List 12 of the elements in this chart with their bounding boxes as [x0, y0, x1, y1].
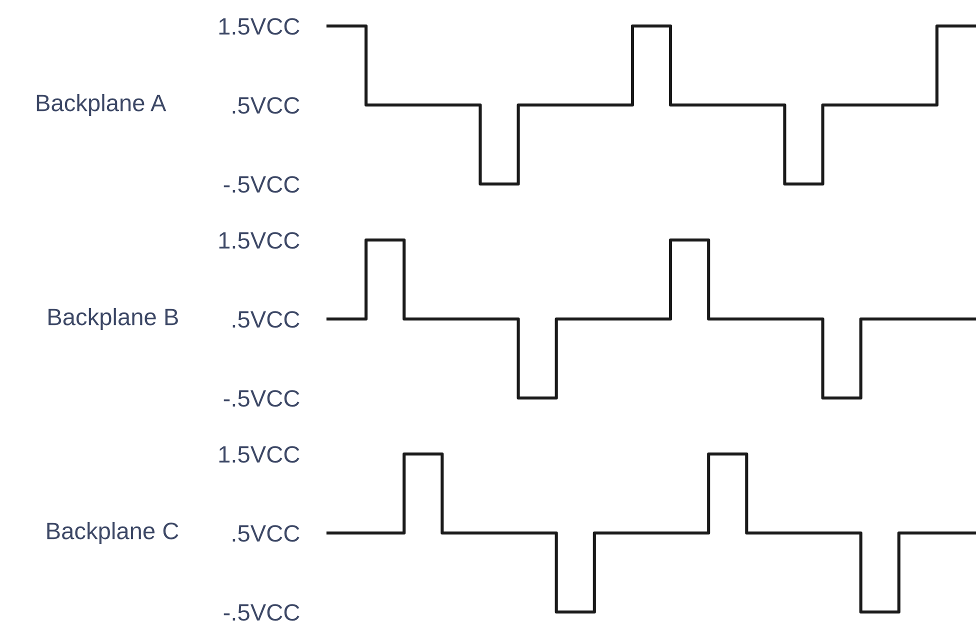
y-tick-label: -.5VCC [224, 604, 300, 621]
y-tick-label: .5VCC [232, 97, 300, 114]
y-tick-label: .5VCC [232, 525, 300, 542]
y-tick-label: 1.5VCC [219, 446, 300, 463]
y-tick-label: 1.5VCC [219, 18, 300, 35]
y-tick-label: -.5VCC [224, 176, 300, 193]
y-axis-title: Backplane B [48, 308, 178, 330]
y-tick-label: .5VCC [232, 311, 300, 328]
y-tick-label: 1.5VCC [219, 232, 300, 249]
y-axis-title: Backplane C [47, 522, 178, 544]
y-axis-title: Backplane A [36, 94, 166, 116]
y-tick-label: -.5VCC [224, 390, 300, 407]
